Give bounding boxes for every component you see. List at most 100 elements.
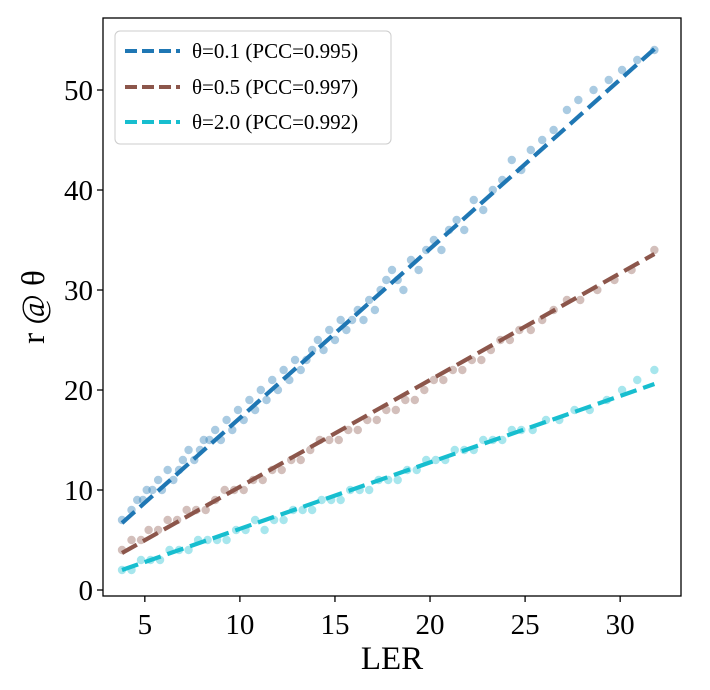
y-tick-label: 10 xyxy=(64,475,93,507)
series-0-point xyxy=(245,395,254,405)
series-0-point xyxy=(142,485,151,495)
series-0-point xyxy=(279,365,288,375)
legend-label-theta-0-5: θ=0.5 (PCC=0.997) xyxy=(192,75,358,99)
series-2-point xyxy=(222,535,231,545)
series-0-point xyxy=(233,405,243,415)
series-0-point xyxy=(336,315,345,325)
series-0-point xyxy=(437,245,446,255)
series-2-point xyxy=(393,475,402,485)
series-0-point xyxy=(364,295,374,305)
series-0-point xyxy=(460,225,469,235)
series-1-point xyxy=(182,505,191,515)
y-tick-label: 50 xyxy=(64,75,93,107)
x-tick-label: 20 xyxy=(416,609,445,641)
series-1-point xyxy=(429,375,439,385)
series-2-fit-line xyxy=(121,382,656,572)
series-1-point xyxy=(258,475,267,485)
series-0-point xyxy=(268,375,277,385)
series-1-point xyxy=(458,365,467,375)
series-1-point xyxy=(526,325,535,335)
series-1-point xyxy=(391,405,401,415)
series-0-point xyxy=(148,485,157,495)
series-0-point xyxy=(296,365,305,375)
series-0-point xyxy=(178,455,188,465)
y-tick-label: 30 xyxy=(64,275,93,307)
series-1-point xyxy=(448,365,458,375)
series-1-point xyxy=(163,515,172,525)
series-0-point xyxy=(256,385,266,395)
series-0-point xyxy=(617,65,627,75)
series-1-point xyxy=(136,535,146,545)
series-0-point xyxy=(382,275,391,285)
y-axis-label: r @ θ xyxy=(16,270,52,344)
series-1-point xyxy=(401,395,410,405)
series-1-point xyxy=(420,385,429,395)
series-1-point xyxy=(576,295,585,305)
series-1-point xyxy=(296,455,305,465)
series-0-point xyxy=(562,105,572,115)
series-0-point xyxy=(325,325,334,335)
series-1-point xyxy=(372,415,381,425)
fit-lines-layer xyxy=(120,47,656,572)
series-0-point xyxy=(633,55,642,65)
series-1-point xyxy=(477,355,486,365)
series-2-point xyxy=(650,365,659,375)
y-axis-ticks: 0 10 20 30 40 50 xyxy=(64,75,103,607)
x-tick-label: 15 xyxy=(320,609,349,641)
series-0-point xyxy=(307,345,317,355)
series-0-point xyxy=(526,145,535,155)
series-0-point xyxy=(507,155,516,165)
series-0-point xyxy=(163,465,172,475)
series-0-point xyxy=(399,285,408,295)
series-1-point xyxy=(353,425,362,435)
series-1-point xyxy=(650,245,659,255)
series-1-fit-line xyxy=(120,252,656,555)
legend-label-theta-0-1: θ=0.1 (PCC=0.995) xyxy=(192,39,358,63)
series-1-point xyxy=(325,435,334,445)
series-2-point xyxy=(250,515,260,525)
series-0-point xyxy=(153,475,163,485)
series-1-point xyxy=(410,395,420,405)
series-0-point xyxy=(589,85,598,95)
y-tick-label: 20 xyxy=(64,375,93,407)
y-tick-label: 0 xyxy=(79,575,94,607)
x-axis-ticks: 5 10 15 20 25 30 xyxy=(138,596,635,641)
series-0-point xyxy=(370,305,380,315)
series-0-point xyxy=(469,195,478,205)
series-1-point xyxy=(144,525,153,535)
series-2-point xyxy=(450,445,459,455)
series-2-point xyxy=(260,525,269,535)
series-2-point xyxy=(307,505,317,515)
series-1-point xyxy=(439,375,448,385)
legend-box xyxy=(114,30,392,145)
x-axis-label: LER xyxy=(361,641,423,677)
series-2-point xyxy=(617,385,627,395)
series-0-point xyxy=(452,215,461,225)
series-1-point xyxy=(201,505,210,515)
series-2-point xyxy=(279,515,288,525)
series-0-point xyxy=(313,335,323,345)
series-0-point xyxy=(604,75,613,85)
plot-area-frame xyxy=(102,17,682,597)
series-0-point xyxy=(414,265,423,275)
x-tick-label: 25 xyxy=(511,609,540,641)
series-0-point xyxy=(574,95,583,105)
x-tick-label: 5 xyxy=(138,609,153,641)
series-0-point xyxy=(133,495,142,505)
series-2-point xyxy=(431,455,440,465)
series-1-point xyxy=(277,465,286,475)
series-0-point xyxy=(210,425,220,435)
series-0-point xyxy=(199,435,208,445)
series-0-point xyxy=(359,315,368,325)
series-0-point xyxy=(184,445,193,455)
series-2-point xyxy=(364,485,374,495)
x-tick-label: 30 xyxy=(606,609,635,641)
series-2-point xyxy=(136,555,146,565)
series-0-point xyxy=(549,125,558,135)
series-0-point xyxy=(387,265,397,275)
series-0-point xyxy=(222,415,231,425)
legend-label-theta-2-0: θ=2.0 (PCC=0.992) xyxy=(192,110,358,134)
series-2-point xyxy=(633,375,642,385)
series-0-point xyxy=(169,475,178,485)
